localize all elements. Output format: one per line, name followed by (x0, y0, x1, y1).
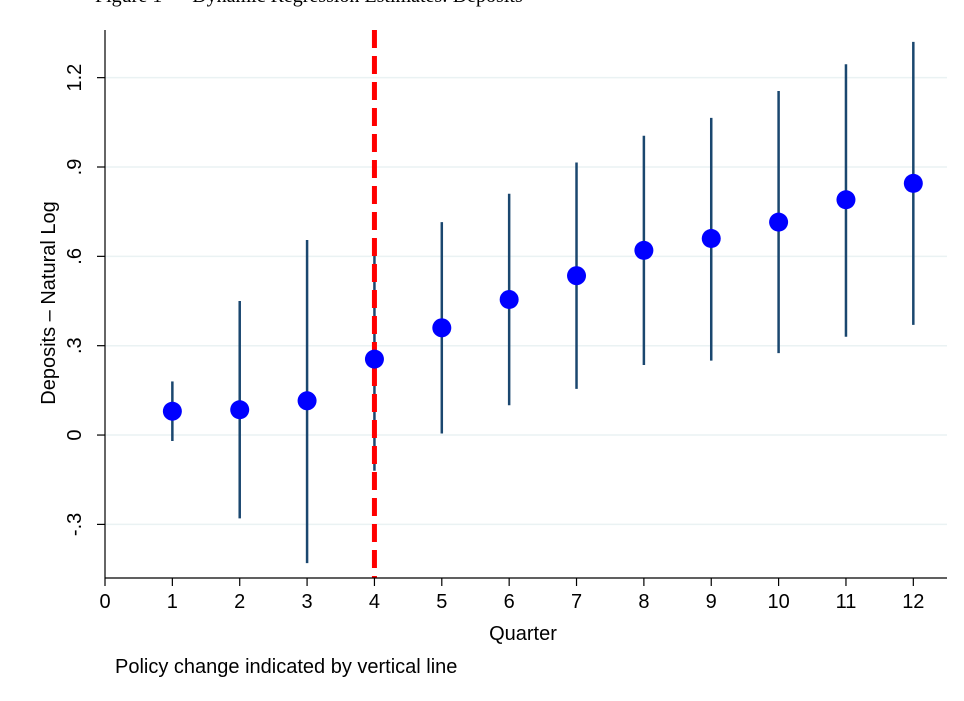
chart-note: Policy change indicated by vertical line (115, 656, 457, 678)
y-tick-label: 0 (64, 429, 86, 440)
y-tick-label: .9 (64, 159, 86, 176)
x-tick-label: 6 (504, 591, 515, 613)
x-tick-label: 11 (836, 591, 857, 613)
gridlines (105, 76, 947, 526)
x-tick-label: 1 (167, 591, 178, 613)
x-tick-label: 7 (571, 591, 582, 613)
x-tick-label: 2 (234, 591, 245, 613)
point-estimate (162, 401, 182, 421)
point-estimate (634, 240, 654, 260)
point-estimates (162, 173, 923, 421)
x-tick-label: 4 (369, 591, 380, 613)
confidence-intervals (171, 41, 915, 564)
x-axis-label: Quarter (489, 623, 557, 645)
x-tick-label: 8 (638, 591, 649, 613)
x-tick-label: 3 (302, 591, 313, 613)
x-tick-label: 9 (706, 591, 717, 613)
point-estimate (432, 318, 452, 338)
x-axis-ticks: 0 1 2 3 4 5 6 7 8 9 10 11 12 (99, 578, 924, 613)
y-tick-label: 1.2 (64, 64, 86, 92)
point-estimate (567, 266, 587, 286)
y-axis-label: Deposits – Natural Log (38, 201, 60, 404)
y-axis-ticks: -.3 0 .3 .6 .9 1.2 (64, 64, 105, 536)
point-estimate (769, 212, 789, 232)
point-estimate (230, 400, 250, 420)
point-estimate (364, 349, 384, 369)
x-tick-label: 12 (902, 591, 924, 613)
x-tick-label: 5 (436, 591, 447, 613)
y-tick-label: -.3 (64, 513, 86, 536)
y-tick-label: .6 (64, 248, 86, 265)
figure-caption-fragment: Figure 1 — Dynamic Regression Estimates:… (95, 0, 523, 8)
x-tick-label: 10 (767, 591, 789, 613)
point-estimate (499, 290, 519, 310)
y-tick-label: .3 (64, 337, 86, 354)
point-estimate (836, 190, 856, 210)
point-estimate (903, 173, 923, 193)
axes (104, 30, 947, 579)
point-estimate (701, 228, 721, 248)
x-tick-label: 0 (99, 591, 110, 613)
point-estimate (297, 391, 317, 411)
